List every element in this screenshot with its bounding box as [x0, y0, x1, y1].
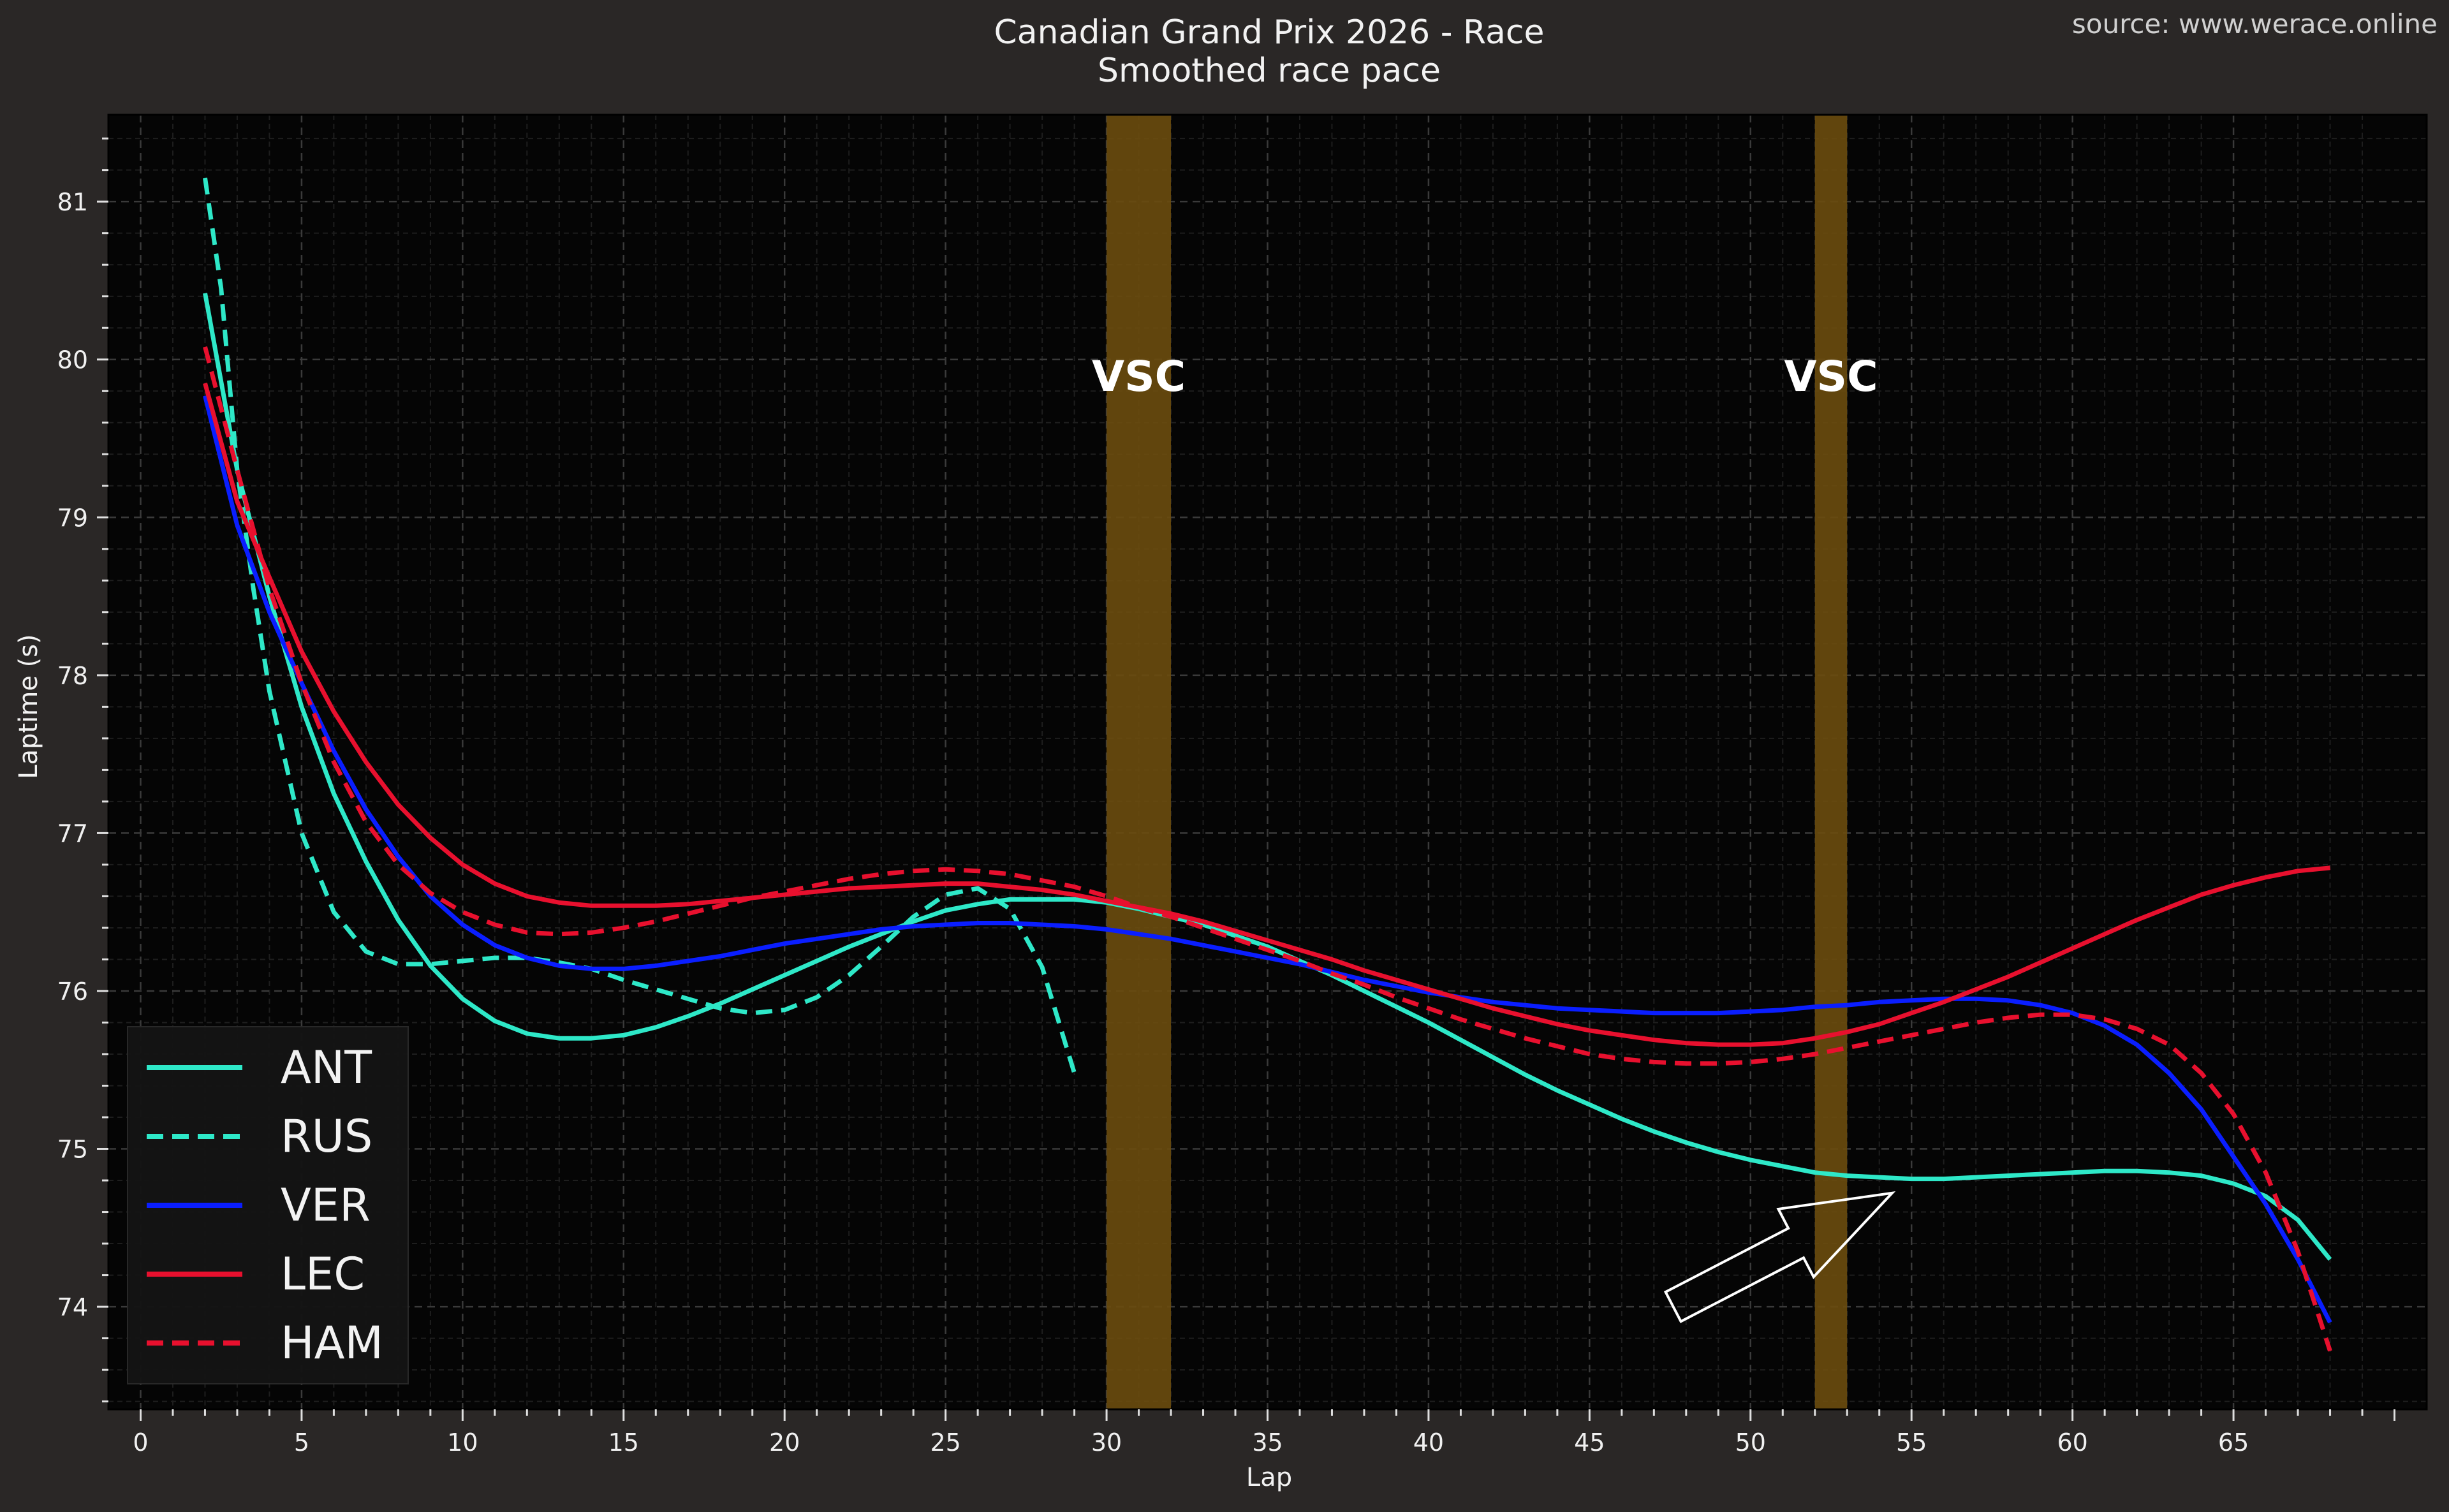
y-tick-label: 77: [57, 819, 88, 848]
y-tick-label: 78: [57, 662, 88, 690]
chart-subtitle: Smoothed race pace: [1098, 52, 1441, 90]
legend-label-ver: VER: [281, 1179, 371, 1231]
y-tick-label: 74: [57, 1293, 88, 1321]
source-credit: source: www.werace.online: [2072, 8, 2438, 40]
x-tick-label: 5: [294, 1428, 309, 1457]
legend-label-rus: RUS: [281, 1110, 372, 1163]
vsc-band: [1107, 115, 1172, 1409]
y-tick-label: 79: [57, 504, 88, 532]
legend-label-ant: ANT: [281, 1041, 372, 1094]
x-tick-label: 10: [447, 1428, 478, 1457]
plot-area: VSC VSC 0 5 10 15 20 25 30 35 40 45 50 55 60 65 74 75 76 77…: [57, 114, 2428, 1457]
x-tick-label: 60: [2057, 1428, 2087, 1457]
series-line-ver: [203, 395, 2332, 1324]
series-line-lec: [203, 382, 2330, 1047]
y-tick-label: 80: [57, 346, 88, 374]
x-tick-label: 65: [2218, 1428, 2249, 1457]
x-tick-label: 30: [1091, 1428, 1122, 1457]
vsc-label: VSC: [1784, 352, 1878, 401]
vsc-label: VSC: [1092, 352, 1186, 401]
x-tick-label: 25: [930, 1428, 960, 1457]
x-tick-label: 35: [1252, 1428, 1283, 1457]
x-tick-label: 20: [769, 1428, 800, 1457]
chart-title: Canadian Grand Prix 2026 - Race: [994, 13, 1544, 52]
series-line-ham: [203, 346, 2332, 1352]
vsc-band: [1814, 115, 1848, 1409]
legend-label-ham: HAM: [281, 1317, 383, 1369]
y-axis-label: Laptime (s): [14, 634, 43, 779]
x-tick-label: 40: [1413, 1428, 1444, 1457]
y-tick-label: 76: [57, 978, 88, 1006]
y-tick-label: 81: [57, 188, 88, 216]
x-tick-label: 15: [608, 1428, 639, 1457]
legend: ANT RUS VER LEC HAM: [127, 1026, 409, 1384]
x-tick-label: 45: [1574, 1428, 1605, 1457]
legend-label-lec: LEC: [281, 1248, 365, 1300]
x-tick-label: 55: [1896, 1428, 1927, 1457]
annotation-arrow: [1663, 1191, 1896, 1323]
x-tick-label: 50: [1735, 1428, 1766, 1457]
series-line-rus: [203, 177, 1077, 1074]
x-axis-label: Lap: [1246, 1463, 1292, 1492]
x-tick-label: 0: [133, 1428, 148, 1457]
series-line-ant: [203, 293, 2332, 1261]
y-tick-label: 75: [57, 1136, 88, 1164]
